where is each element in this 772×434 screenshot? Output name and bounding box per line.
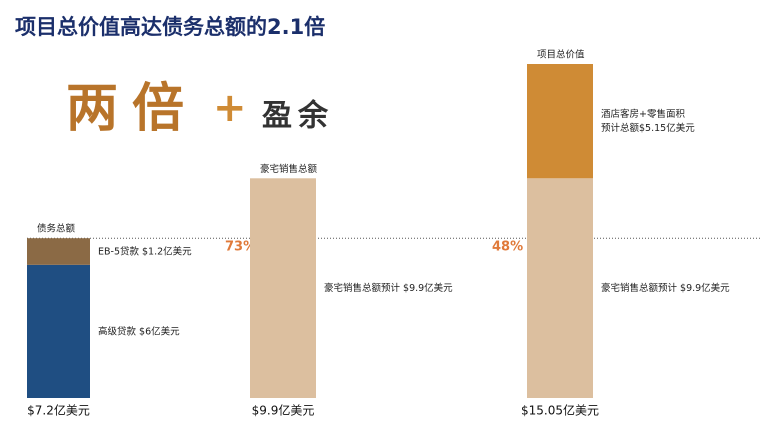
segment-label-line: 酒店客房+零售面积 [601, 108, 685, 120]
segment-label: 豪宅销售总额预计 $9.9亿美元 [601, 282, 730, 294]
segment-label-line: EB-5贷款 $1.2亿美元 [98, 245, 192, 257]
category-label: $15.05亿美元 [521, 403, 599, 418]
segment-label-line: 豪宅销售总额预计 $9.9亿美元 [324, 282, 453, 294]
segment-label-line: 豪宅销售总额预计 $9.9亿美元 [601, 282, 730, 294]
title: 项目总价值高达债务总额的2.1倍 [15, 15, 325, 39]
bar-segment [527, 178, 593, 398]
headline-suffix: 盈余 [262, 99, 334, 134]
bar-label: 项目总价值 [537, 49, 585, 61]
segment-label: 酒店客房+零售面积预计总额$5.15亿美元 [601, 108, 695, 134]
bar-segment [27, 264, 90, 398]
bar-segment [527, 64, 593, 179]
annotation: 48% [492, 240, 523, 255]
segment-label: 豪宅销售总额预计 $9.9亿美元 [324, 282, 453, 294]
category-label: $7.2亿美元 [27, 403, 90, 418]
segment-label: EB-5贷款 $1.2亿美元 [98, 245, 192, 257]
headline: 两倍 [66, 79, 198, 139]
bar-label: 豪宅销售总额 [260, 163, 318, 175]
segment-label-line: 高级贷款 $6亿美元 [98, 325, 180, 337]
segment-label: 高级贷款 $6亿美元 [98, 325, 180, 337]
category-label: $9.9亿美元 [252, 403, 315, 418]
bar-segment [27, 238, 90, 265]
bar-segment [250, 178, 316, 398]
annotation: 73% [225, 240, 256, 255]
headline-plus: + [213, 85, 247, 131]
bar-label: 债务总额 [37, 223, 76, 235]
segment-label-line: 预计总额$5.15亿美元 [601, 122, 695, 134]
